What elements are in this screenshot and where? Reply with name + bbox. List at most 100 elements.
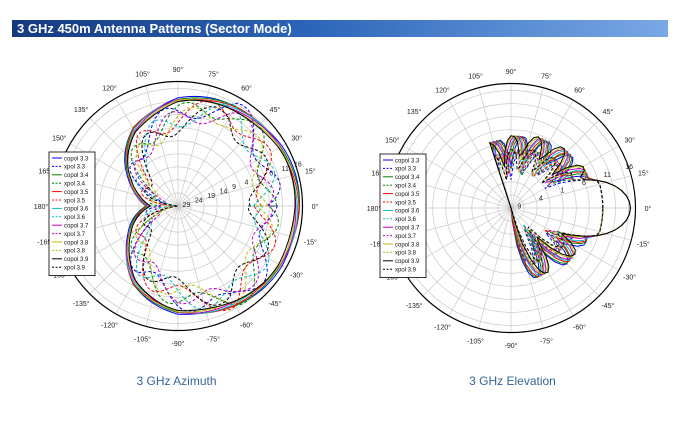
angle-tick-label: -120° [101,322,118,330]
grid-spoke [115,98,179,207]
azimuth-polar-chart: 0° 15° 30° 45° 60° 75° 90° 105° 120° 135° 150° 165°… [34,66,319,348]
legend-label: xpol 3.8 [64,249,86,255]
angle-tick-label: -15° [637,240,650,248]
page-title: 3 GHz 450m Antenna Patterns (Sector Mode… [17,21,292,36]
angle-tick-label: 0° [312,203,319,211]
legend-label: xpol 3.7 [64,232,86,238]
series-line [494,148,604,264]
angle-tick-label: -105° [467,337,484,345]
angle-tick-label: 105° [135,71,150,79]
angle-tick-label: 0° [645,205,652,213]
legend-label: copol 3.4 [395,175,420,181]
radial-tick-label: 24 [195,198,203,205]
legend-label: copol 3.5 [395,192,420,198]
angle-tick-label: -165° [370,240,387,248]
elevation-caption: 3 GHz Elevation [469,374,556,388]
radial-tick-label: 14 [220,189,228,196]
grid-spoke [448,207,512,316]
angle-tick-label: 105° [468,73,483,81]
grid-spoke [510,175,631,209]
angle-tick-label: 180° [34,203,49,211]
series-line [493,148,604,262]
grid-spoke [177,205,266,294]
angle-tick-label: 165° [38,168,53,176]
angle-tick-label: 15° [305,168,316,176]
grid-spoke [423,120,512,209]
series-line [127,99,296,312]
angle-tick-label: -75° [207,335,220,343]
radial-tick-label: 6 [269,171,273,178]
legend-label: xpol 3.3 [64,165,86,171]
grid-spoke [90,118,179,207]
radial-tick-label: 11 [604,172,611,179]
legend-label: xpol 3.3 [395,167,417,173]
legend-label: xpol 3.6 [395,217,417,223]
legend-label: copol 3.9 [64,257,89,263]
angle-tick-label: -90° [172,340,185,348]
grid-spoke [510,207,631,241]
angle-tick-label: 45° [270,106,281,114]
angle-tick-label: -30° [290,272,303,280]
angle-tick-label: -120° [434,324,451,332]
angle-tick-label: 135° [74,106,89,114]
grid-spoke [478,207,512,328]
legend-label: copol 3.7 [395,226,420,232]
angle-tick-label: -135° [73,300,90,308]
radial-tick-label: 1 [257,175,261,182]
series-line [494,136,631,279]
series-line [130,101,280,307]
grid-spoke [177,118,266,207]
grid-spoke [448,100,512,209]
radial-tick-label: 29 [182,202,190,209]
legend-label: copol 3.7 [64,224,89,230]
legend-label: xpol 3.8 [395,251,417,257]
series-line [129,102,281,313]
header-bar: 3 GHz 450m Antenna Patterns (Sector Mode… [12,20,668,37]
series-line [488,135,631,274]
legend-box [48,151,96,276]
grid-spoke [177,205,286,269]
angle-tick-label: 165° [371,170,386,178]
legend-label: copol 3.9 [395,259,420,265]
angle-tick-label: -105° [134,335,151,343]
grid-spoke [177,86,211,207]
radial-tick-label: 16 [625,164,633,171]
legend-label: copol 3.8 [395,242,420,248]
series-line [135,103,276,310]
angle-tick-label: -15° [304,238,317,246]
radial-tick-label: 4 [244,180,248,187]
series-line [141,106,270,306]
legend-label: copol 3.4 [64,173,89,179]
grid-spoke [177,205,298,239]
grid-spoke [90,205,179,294]
radial-tick-label: 16 [294,161,302,168]
legend-label: xpol 3.4 [64,182,86,188]
angle-tick-label: -45° [268,300,281,308]
radial-tick-label: 4 [539,196,543,203]
legend-label: copol 3.5 [64,190,89,196]
angle-tick-label: 60° [574,86,585,94]
angle-tick-label: 45° [603,108,614,116]
legend-box [379,153,427,278]
elevation-plot: 0° 15° 30° 45° 60° 75° 90° 105° 120° 135° 150° 165°… [336,46,681,376]
angle-tick-label: 120° [435,86,450,94]
azimuth-plot: 0° 15° 30° 45° 60° 75° 90° 105° 120° 135° 150° 165°… [0,46,345,376]
legend-label: xpol 3.4 [395,184,417,190]
angle-tick-label: 150° [385,137,400,145]
series-line [135,106,273,304]
legend-label: xpol 3.5 [395,200,417,206]
angle-tick-label: -135° [406,302,423,310]
angle-tick-label: 60° [241,84,252,92]
legend-label: copol 3.3 [395,158,420,164]
angle-tick-label: 30° [291,135,302,143]
radial-tick-label: 6 [582,180,586,187]
legend-label: xpol 3.5 [64,198,86,204]
angle-tick-label: 180° [367,205,382,213]
grid-spoke [177,205,241,314]
angle-tick-label: 75° [208,71,219,79]
legend-label: xpol 3.7 [395,234,417,240]
grid-spoke [145,86,179,207]
angle-tick-label: -60° [573,324,586,332]
legend-label: copol 3.8 [64,240,89,246]
radial-tick-label: 19 [207,193,215,200]
